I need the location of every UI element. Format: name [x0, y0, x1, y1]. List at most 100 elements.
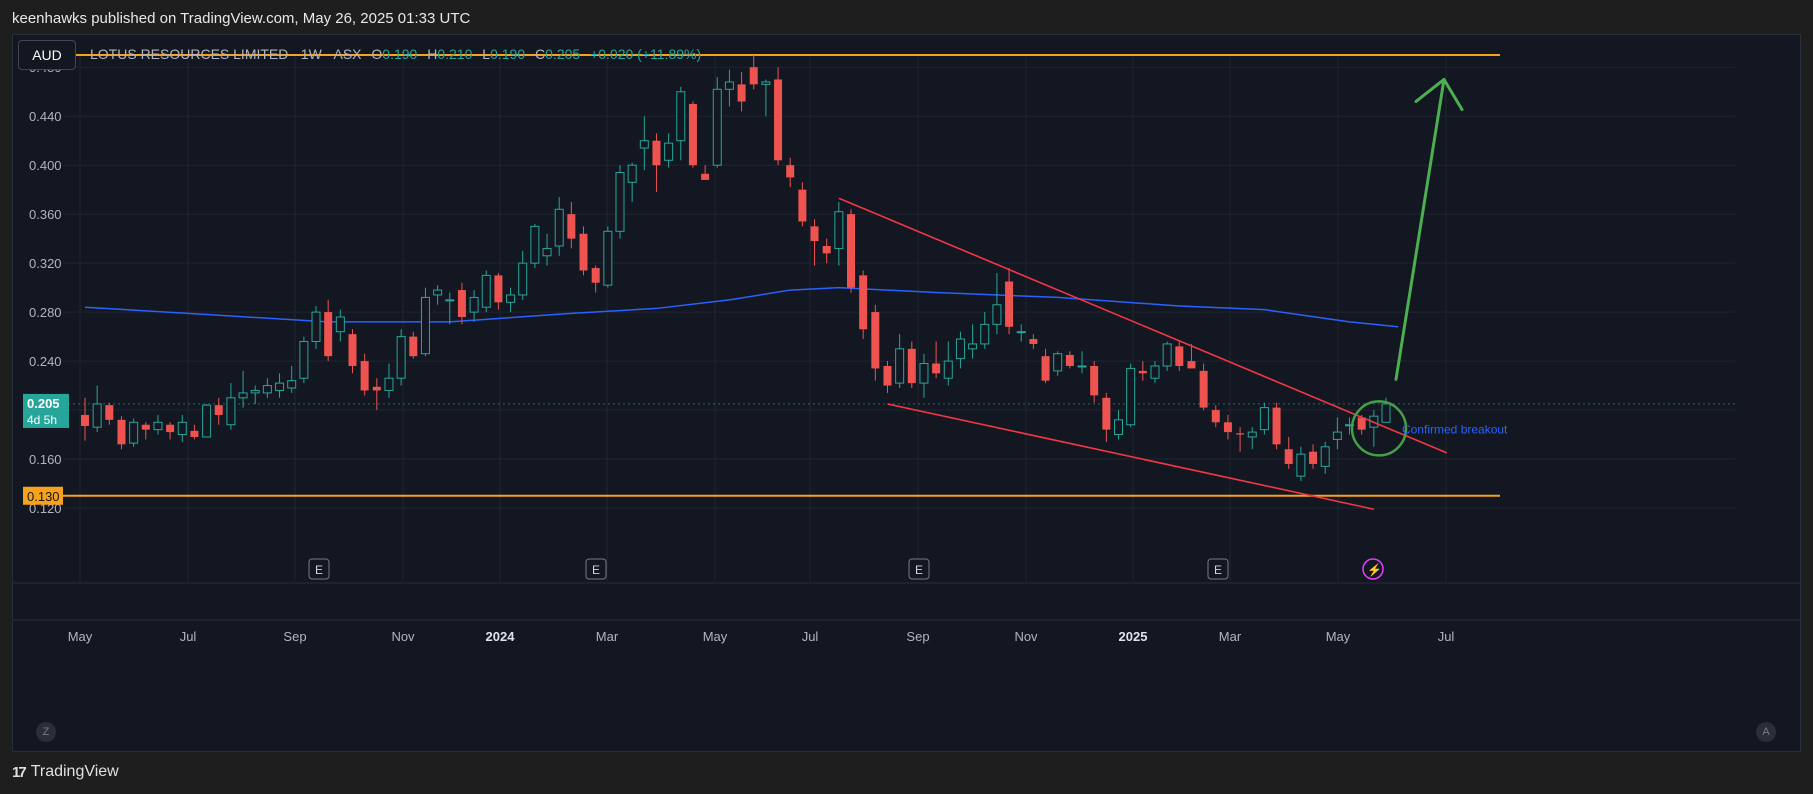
- candle-body-down: [190, 430, 199, 437]
- candle-body-up: [1077, 365, 1087, 368]
- candle-body-down: [117, 419, 126, 445]
- dividend-marker: [1362, 558, 1384, 580]
- zoom-reset-button[interactable]: Z: [36, 722, 56, 742]
- candlestick-chart[interactable]: Confirmed breakout0.4800.4400.4000.3600.…: [13, 35, 1800, 751]
- y-tick-label: 0.440: [29, 109, 62, 124]
- candle-body-up: [542, 247, 552, 257]
- low-label: L: [482, 46, 491, 62]
- candle-body-down: [1309, 451, 1318, 464]
- candle-body-down: [141, 424, 150, 430]
- candle-body-down: [1138, 370, 1147, 374]
- earnings-marker-label: E: [915, 563, 923, 577]
- candle-body-down: [810, 226, 819, 242]
- candle-body-up: [1247, 431, 1257, 438]
- moving-average-line: [84, 286, 1399, 328]
- candle-body-up: [481, 274, 491, 308]
- x-tick-label: Jul: [802, 629, 819, 644]
- candle-body-down: [932, 363, 941, 374]
- y-tick-label: 0.360: [29, 207, 62, 222]
- symbol-info: LOTUS RESOURCES LIMITED · 1W · ASX: [90, 46, 362, 62]
- y-tick-label: 0.240: [29, 354, 62, 369]
- candle-body-down: [883, 365, 892, 386]
- auto-scale-button[interactable]: A: [1756, 722, 1776, 742]
- open-value: 0.190: [382, 46, 418, 62]
- candle-body-down: [494, 275, 503, 303]
- last-price-tag: [23, 393, 69, 428]
- y-tick-label: 0.280: [29, 305, 62, 320]
- level-label-bg: [23, 486, 63, 505]
- candle-body-down: [701, 173, 710, 180]
- x-tick-label: Mar: [596, 629, 619, 644]
- candle-body-down: [1090, 365, 1099, 396]
- candle-body-down: [372, 386, 381, 391]
- candle-body-up: [530, 225, 540, 264]
- candle-body-up: [1150, 365, 1160, 379]
- high-value: 0.210: [437, 46, 473, 62]
- candle-body-up: [311, 311, 321, 342]
- last-price-label: 0.205: [27, 396, 60, 411]
- x-tick-label: May: [68, 629, 93, 644]
- candle-body-down: [1005, 281, 1014, 327]
- candle-body-up: [177, 421, 187, 436]
- candle-body-down: [214, 405, 223, 415]
- candle-body-down: [859, 275, 868, 330]
- candle-body-up: [639, 140, 649, 149]
- currency-button[interactable]: AUD: [18, 40, 76, 70]
- candle-body-down: [871, 312, 880, 369]
- candle-body-up: [1114, 419, 1124, 436]
- candle-body-down: [1284, 449, 1293, 464]
- candle-body-up: [518, 262, 528, 296]
- candle-body-up: [992, 304, 1002, 325]
- confirmed-breakout-label: Confirmed breakout: [1402, 422, 1508, 436]
- tradingview-logo-icon: 17: [12, 763, 27, 781]
- candle-body-down: [737, 84, 746, 102]
- candle-body-down: [1357, 417, 1366, 430]
- x-tick-label: May: [1326, 629, 1351, 644]
- earnings-marker: [908, 558, 930, 580]
- candle-body-up: [615, 172, 625, 232]
- tradingview-brand[interactable]: 17 TradingView: [12, 763, 119, 781]
- candle-body-up: [603, 230, 613, 286]
- candle-body-up: [202, 404, 212, 438]
- earnings-marker: [308, 558, 330, 580]
- chart-frame[interactable]: Confirmed breakout0.4800.4400.4000.3600.…: [12, 34, 1801, 752]
- candle-body-down: [409, 336, 418, 357]
- open-label: O: [371, 46, 383, 62]
- candle-body-down: [1272, 407, 1281, 445]
- candle-body-up: [92, 403, 102, 428]
- candle-body-up: [895, 348, 905, 384]
- x-tick-label: Nov: [1014, 629, 1038, 644]
- arrow-head-icon: [1414, 77, 1464, 111]
- published-header: keenhawks published on TradingView.com, …: [12, 10, 471, 27]
- x-tick-label: 2025: [1119, 629, 1148, 644]
- y-tick-label: 0.320: [29, 256, 62, 271]
- candle-body-up: [275, 382, 285, 391]
- x-tick-label: Sep: [283, 629, 306, 644]
- candle-body-up: [420, 296, 430, 355]
- candle-body-up: [506, 294, 516, 303]
- level-label: 0.130: [27, 489, 60, 504]
- candle-body-up: [335, 316, 345, 333]
- candle-body-up: [129, 421, 139, 444]
- x-tick-label: 2024: [486, 629, 516, 644]
- earnings-marker-label: E: [315, 563, 323, 577]
- candle-body-down: [360, 361, 369, 391]
- candle-body-up: [1296, 453, 1306, 477]
- candle-body-down: [105, 405, 114, 420]
- brand-name: TradingView: [30, 763, 119, 780]
- candle-body-up: [287, 380, 297, 389]
- candle-body-up: [250, 389, 260, 394]
- candle-body-down: [774, 79, 783, 161]
- candle-body-up: [153, 421, 163, 431]
- candle-body-down: [1175, 346, 1184, 366]
- high-label: H: [427, 46, 438, 62]
- x-tick-label: Jul: [180, 629, 197, 644]
- x-tick-label: Nov: [391, 629, 415, 644]
- candle-body-up: [955, 338, 965, 360]
- candle-body-up: [1053, 353, 1063, 372]
- candle-body-up: [238, 392, 248, 399]
- x-tick-label: Jul: [1438, 629, 1455, 644]
- candle-body-up: [968, 343, 978, 350]
- candle-body-down: [688, 103, 697, 166]
- candle-body-up: [396, 336, 406, 379]
